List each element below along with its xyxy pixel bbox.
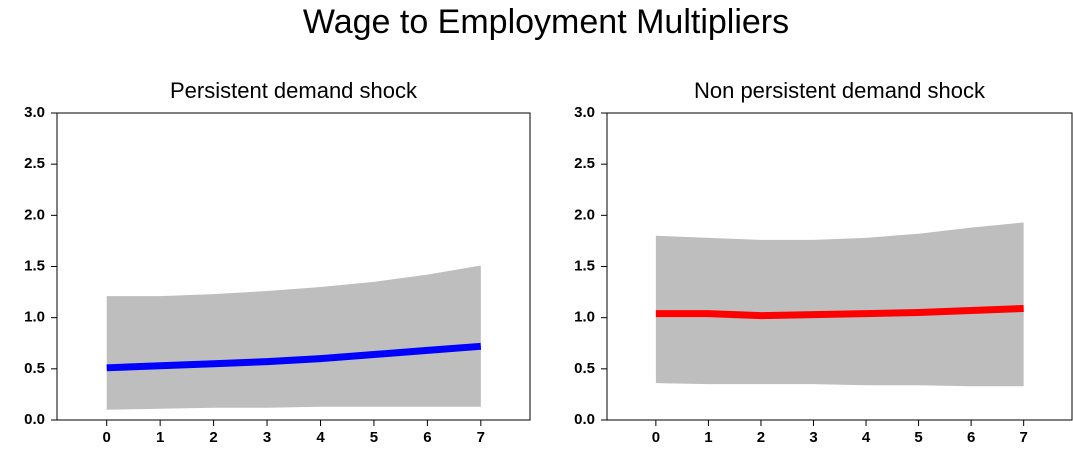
line	[106, 342, 482, 372]
y-tick-label: 3.0	[574, 104, 595, 121]
x-tick-label: 1	[704, 429, 712, 446]
y-tick-label: 0.5	[574, 360, 595, 377]
x-tick-label: 3	[263, 429, 271, 446]
y-tick-label: 1.0	[24, 309, 45, 326]
x-tick-label: 6	[967, 429, 975, 446]
confidence-band	[106, 265, 481, 410]
y-tick-label: 1.5	[24, 257, 45, 274]
y-tick-label: 0.5	[24, 360, 45, 377]
y-tick-label: 1.5	[574, 257, 595, 274]
x-tick-label: 0	[103, 429, 111, 446]
y-tick-label: 3.0	[24, 104, 45, 121]
x-tick-label: 7	[1019, 429, 1027, 446]
chart-title: Persistent demand shock	[170, 78, 418, 103]
x-tick-label: 5	[370, 429, 378, 446]
y-tick-label: 2.5	[24, 155, 45, 172]
y-tick-label: 0.0	[574, 411, 595, 428]
y-tick-label: 2.5	[574, 155, 595, 172]
confidence-band	[655, 222, 1024, 387]
x-tick-label: 7	[477, 429, 485, 446]
x-tick-label: 4	[316, 429, 325, 446]
y-tick-label: 2.0	[574, 206, 595, 223]
page-title: Wage to Employment Multipliers	[303, 3, 789, 41]
x-tick-label: 2	[209, 429, 217, 446]
x-tick-label: 1	[156, 429, 164, 446]
x-tick-label: 5	[914, 429, 922, 446]
line	[655, 304, 1024, 320]
y-tick-label: 1.0	[574, 309, 595, 326]
x-tick-label: 4	[862, 429, 871, 446]
y-tick-label: 0.0	[24, 411, 45, 428]
chart-title: Non persistent demand shock	[694, 78, 986, 103]
x-tick-label: 0	[652, 429, 660, 446]
x-tick-label: 2	[757, 429, 765, 446]
x-tick-label: 3	[809, 429, 817, 446]
x-tick-label: 6	[423, 429, 431, 446]
y-tick-label: 2.0	[24, 206, 45, 223]
